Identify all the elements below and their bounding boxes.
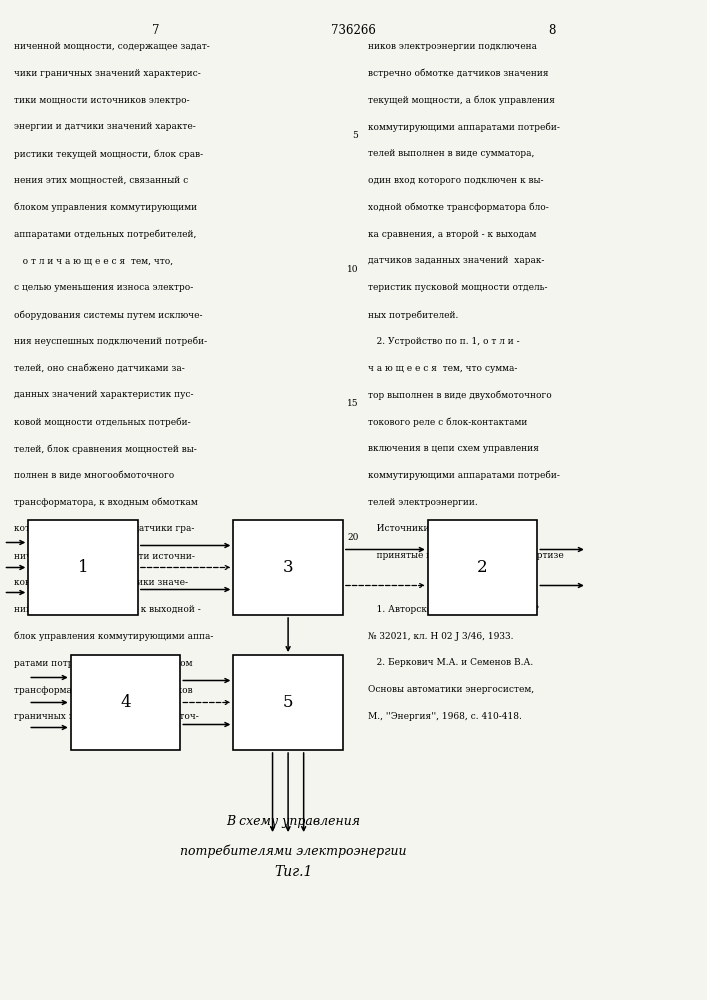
- Text: энергии и датчики значений характе-: энергии и датчики значений характе-: [14, 122, 196, 131]
- Text: которого подключены задатчики гра-: которого подключены задатчики гра-: [14, 524, 194, 533]
- Text: трансформаторе обмотка задатчиков: трансформаторе обмотка задатчиков: [14, 685, 193, 695]
- Text: Источники информации,: Источники информации,: [368, 524, 496, 533]
- Text: с целью уменьшения износа электро-: с целью уменьшения износа электро-: [14, 283, 194, 292]
- Text: ратами потребителей, причем в этом: ратами потребителей, причем в этом: [14, 658, 192, 668]
- Bar: [233, 520, 343, 615]
- Text: 20: 20: [347, 533, 358, 542]
- Text: ников электроэнергии подключена: ников электроэнергии подключена: [368, 42, 537, 51]
- Text: ков электроэнергии, датчики значе-: ков электроэнергии, датчики значе-: [14, 578, 188, 587]
- Bar: [28, 520, 138, 615]
- Text: токового реле с блок-контактами: токового реле с блок-контактами: [368, 417, 527, 427]
- Text: принятые во внимание при экспертизе: принятые во внимание при экспертизе: [368, 551, 563, 560]
- Text: блок управления коммутирующими аппа-: блок управления коммутирующими аппа-: [14, 632, 214, 641]
- Text: встречно обмотке датчиков значения: встречно обмотке датчиков значения: [368, 69, 548, 78]
- Text: аппаратами отдельных потребителей,: аппаратами отдельных потребителей,: [14, 230, 197, 239]
- Text: В схему управления: В схему управления: [226, 815, 361, 828]
- Text: 2. Беркович М.А. и Семенов В.А.: 2. Беркович М.А. и Семенов В.А.: [368, 658, 533, 667]
- Text: блоком управления коммутирующими: блоком управления коммутирующими: [14, 203, 197, 212]
- Text: М., ''Энергия'', 1968, с. 410-418.: М., ''Энергия'', 1968, с. 410-418.: [368, 712, 522, 721]
- Text: датчиков заданных значений  харак-: датчиков заданных значений харак-: [368, 256, 544, 265]
- Text: 7: 7: [152, 24, 159, 37]
- Text: Основы автоматики энергосистем,: Основы автоматики энергосистем,: [368, 685, 534, 694]
- Text: нения этих мощностей, связанный с: нения этих мощностей, связанный с: [14, 176, 188, 185]
- Text: трансформатора, к входным обмоткам: трансформатора, к входным обмоткам: [14, 498, 198, 507]
- Text: ходной обмотке трансформатора бло-: ходной обмотке трансформатора бло-: [368, 203, 549, 212]
- Bar: [233, 655, 343, 750]
- Text: телей выполнен в виде сумматора,: телей выполнен в виде сумматора,: [368, 149, 534, 158]
- Text: ниченной мощности, содержащее задат-: ниченной мощности, содержащее задат-: [14, 42, 210, 51]
- Text: оборудования системы путем исключе-: оборудования системы путем исключе-: [14, 310, 203, 320]
- Text: ничных значений мощности источни-: ничных значений мощности источни-: [14, 551, 195, 560]
- Text: граничных значений мощности источ-: граничных значений мощности источ-: [14, 712, 199, 721]
- Bar: [428, 520, 537, 615]
- Text: 1: 1: [78, 559, 88, 576]
- Text: 3: 3: [283, 559, 293, 576]
- Text: 8: 8: [548, 24, 555, 37]
- Text: ния неуспешных подключений потреби-: ния неуспешных подключений потреби-: [14, 337, 207, 346]
- Text: о т л и ч а ю щ е е с я  тем, что,: о т л и ч а ю щ е е с я тем, что,: [14, 256, 173, 265]
- Bar: [71, 655, 180, 750]
- Text: ний текущей мощности, а к выходной -: ний текущей мощности, а к выходной -: [14, 605, 201, 614]
- Text: 2: 2: [477, 559, 488, 576]
- Text: потребителями электроэнергии: потребителями электроэнергии: [180, 845, 407, 858]
- Text: ристики текущей мощности, блок срав-: ристики текущей мощности, блок срав-: [14, 149, 204, 159]
- Text: коммутирующими аппаратами потреби-: коммутирующими аппаратами потреби-: [368, 122, 559, 132]
- Text: Τиг.1: Τиг.1: [274, 865, 312, 879]
- Text: телей электроэнергии.: телей электроэнергии.: [368, 498, 477, 507]
- Text: ка сравнения, а второй - к выходам: ка сравнения, а второй - к выходам: [368, 230, 536, 239]
- Text: тор выполнен в виде двухобмоточного: тор выполнен в виде двухобмоточного: [368, 390, 551, 400]
- Text: ч а ю щ е е с я  тем, что сумма-: ч а ю щ е е с я тем, что сумма-: [368, 364, 517, 373]
- Text: коммутирующими аппаратами потреби-: коммутирующими аппаратами потреби-: [368, 471, 559, 480]
- Text: тики мощности источников электро-: тики мощности источников электро-: [14, 96, 189, 105]
- Text: № 32021, кл. H 02 J 3/46, 1933.: № 32021, кл. H 02 J 3/46, 1933.: [368, 632, 513, 641]
- Text: 736266: 736266: [331, 24, 376, 37]
- Text: 4: 4: [120, 694, 131, 711]
- Text: полнен в виде многообмоточного: полнен в виде многообмоточного: [14, 471, 175, 480]
- Text: 5: 5: [353, 131, 358, 140]
- Text: 1. Авторское свидетельство СССР: 1. Авторское свидетельство СССР: [368, 605, 539, 614]
- Text: текущей мощности, а блок управления: текущей мощности, а блок управления: [368, 96, 554, 105]
- Text: ных потребителей.: ных потребителей.: [368, 310, 458, 320]
- Text: ковой мощности отдельных потреби-: ковой мощности отдельных потреби-: [14, 417, 191, 427]
- Text: чики граничных значений характерис-: чики граничных значений характерис-: [14, 69, 201, 78]
- Text: 10: 10: [347, 265, 358, 274]
- Text: телей, блок сравнения мощностей вы-: телей, блок сравнения мощностей вы-: [14, 444, 197, 454]
- Text: включения в цепи схем управления: включения в цепи схем управления: [368, 444, 539, 453]
- Text: теристик пусковой мощности отдель-: теристик пусковой мощности отдель-: [368, 283, 547, 292]
- Text: 5: 5: [283, 694, 293, 711]
- Text: один вход которого подключен к вы-: один вход которого подключен к вы-: [368, 176, 543, 185]
- Text: данных значений характеристик пус-: данных значений характеристик пус-: [14, 390, 194, 399]
- Text: телей, оно снабжено датчиками за-: телей, оно снабжено датчиками за-: [14, 364, 185, 373]
- Text: 2. Устройство по п. 1, о т л и -: 2. Устройство по п. 1, о т л и -: [368, 337, 519, 346]
- Text: 15: 15: [347, 399, 358, 408]
